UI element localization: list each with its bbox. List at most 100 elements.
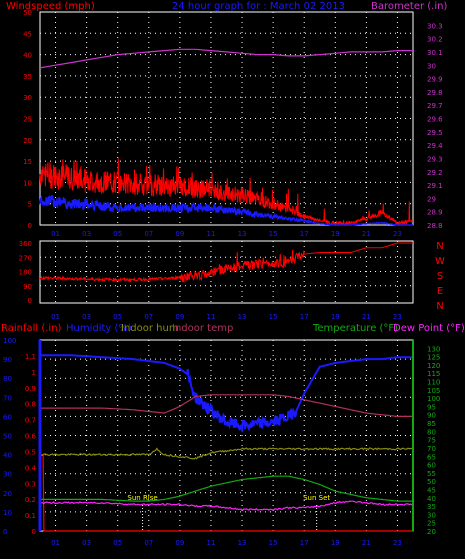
- temperature-tick: 125: [427, 354, 440, 362]
- rainfall-tick: 0.5: [25, 448, 36, 456]
- windspeed-tick: 10: [23, 179, 32, 187]
- direction-series: [39, 242, 413, 283]
- x-tick-label: 05: [113, 539, 122, 547]
- indoor-temp-label: Indoor temp: [172, 323, 233, 334]
- x-tick-label: 01: [51, 313, 60, 321]
- indoor-hum-label: Indoor hum: [121, 323, 179, 334]
- temperature-tick: 115: [427, 370, 440, 378]
- x-tick-label: 05: [113, 230, 122, 238]
- x-tick-label: 17: [300, 230, 309, 238]
- barometer-label: Barometer (.in): [371, 1, 447, 12]
- rht-x-ticks: 01 03 05 07 09 11 13 15 17 19 21 23: [51, 539, 402, 547]
- compass-label: W: [435, 256, 445, 267]
- humidity-tick: 0: [3, 528, 7, 536]
- compass-label: N: [436, 301, 443, 312]
- x-tick-label: 13: [238, 230, 247, 238]
- direction-axis-ticks: 0 90 180 270 360: [19, 240, 32, 305]
- humidity-tick: 80: [3, 375, 12, 383]
- x-tick-label: 01: [51, 539, 60, 547]
- windspeed-axis-ticks: 0 5 10 15 20 25 30 35 40 45 50: [23, 9, 32, 230]
- windspeed-tick: 50: [23, 9, 32, 17]
- windspeed-tick: 40: [23, 52, 32, 60]
- rainfall-tick: 0.1: [25, 512, 36, 520]
- x-tick-label: 19: [331, 230, 340, 238]
- windspeed-tick: 20: [23, 137, 32, 145]
- temperature-tick: 65: [427, 453, 436, 461]
- temperature-tick: 75: [427, 437, 436, 445]
- windspeed-tick: 45: [23, 30, 32, 38]
- windspeed-gust-line: [39, 158, 414, 227]
- wind-baro-series: [39, 48, 414, 227]
- humidity-tick: 100: [3, 337, 16, 345]
- x-tick-label: 11: [206, 230, 215, 238]
- indoor-hum-line: [39, 447, 414, 460]
- rainfall-tick: 1: [32, 369, 36, 377]
- barometer-tick: 29.8: [427, 89, 443, 97]
- temperature-tick: 30: [427, 511, 436, 519]
- temperature-axis-ticks: 2025303540455055606570758085909510010511…: [427, 345, 440, 536]
- wind-grid: [40, 12, 413, 225]
- temperature-tick: 110: [427, 379, 440, 387]
- windspeed-tick: 5: [28, 201, 32, 209]
- temperature-tick: 105: [427, 387, 440, 395]
- rainfall-axis-ticks: 0 0.1 0.2 0.3 0.4 0.5 0.6 0.7 0.8 0.9 1 1.1: [25, 353, 37, 536]
- temperature-tick: 100: [427, 395, 440, 403]
- windspeed-tick: 30: [23, 94, 32, 102]
- humidity-line: [40, 354, 413, 434]
- temperature-tick: 45: [427, 486, 436, 494]
- sun-rise-label: Sun Rise: [127, 494, 157, 502]
- barometer-tick: 29.9: [427, 76, 443, 84]
- x-tick-label: 03: [82, 230, 91, 238]
- windspeed-tick: 0: [28, 222, 32, 230]
- humidity-tick: 40: [3, 452, 12, 460]
- barometer-tick: 30.3: [427, 22, 443, 30]
- rht-series: [39, 354, 414, 532]
- x-tick-label: 03: [82, 313, 91, 321]
- compass-label: E: [437, 286, 443, 297]
- rainfall-tick: 1.1: [25, 353, 36, 361]
- temperature-tick: 85: [427, 420, 436, 428]
- barometer-tick: 29.1: [427, 182, 443, 190]
- windspeed-tick: 25: [23, 116, 32, 124]
- temperature-tick: 35: [427, 503, 436, 511]
- rainfall-tick: 0.9: [25, 385, 36, 393]
- x-tick-label: 17: [300, 313, 309, 321]
- barometer-tick: 30: [427, 62, 436, 70]
- humidity-axis-ticks: 0 10 20 30 40 50 60 70 80 90 100: [3, 337, 16, 536]
- barometer-tick: 28.8: [427, 222, 443, 230]
- x-tick-label: 19: [331, 313, 340, 321]
- direction-tick: 180: [19, 269, 32, 277]
- barometer-tick: 29.7: [427, 102, 443, 110]
- x-tick-label: 01: [51, 230, 60, 238]
- humidity-label: Humidity (%): [66, 323, 132, 334]
- x-tick-label: 13: [238, 313, 247, 321]
- x-tick-label: 03: [82, 539, 91, 547]
- windspeed-label: Windspeed (mph): [6, 1, 95, 12]
- barometer-axis-ticks: 28.8 28.9 29 29.1 29.2 29.3 29.4 29.5 29.6 29.7 29…: [427, 22, 443, 230]
- indoor-temp-line: [40, 394, 413, 417]
- x-tick-label: 21: [362, 539, 371, 547]
- x-tick-label: 07: [144, 230, 153, 238]
- humidity-tick: 90: [3, 356, 12, 364]
- x-tick-label: 21: [362, 313, 371, 321]
- x-tick-label: 15: [269, 539, 278, 547]
- x-tick-label: 11: [206, 313, 215, 321]
- chart-title: 24 hour graph for : March 02 2013: [172, 1, 345, 12]
- windspeed-average-line: [39, 195, 413, 226]
- x-tick-label: 13: [238, 539, 247, 547]
- x-tick-label: 11: [206, 539, 215, 547]
- rainfall-tick: 0.3: [25, 480, 36, 488]
- windspeed-tick: 15: [23, 158, 32, 166]
- windspeed-tick: 35: [23, 73, 32, 81]
- barometer-line: [39, 48, 413, 69]
- temperature-tick: 40: [427, 495, 436, 503]
- barometer-tick: 29.6: [427, 116, 443, 124]
- x-tick-label: 19: [331, 539, 340, 547]
- barometer-tick: 29.3: [427, 155, 443, 163]
- x-tick-label: 05: [113, 313, 122, 321]
